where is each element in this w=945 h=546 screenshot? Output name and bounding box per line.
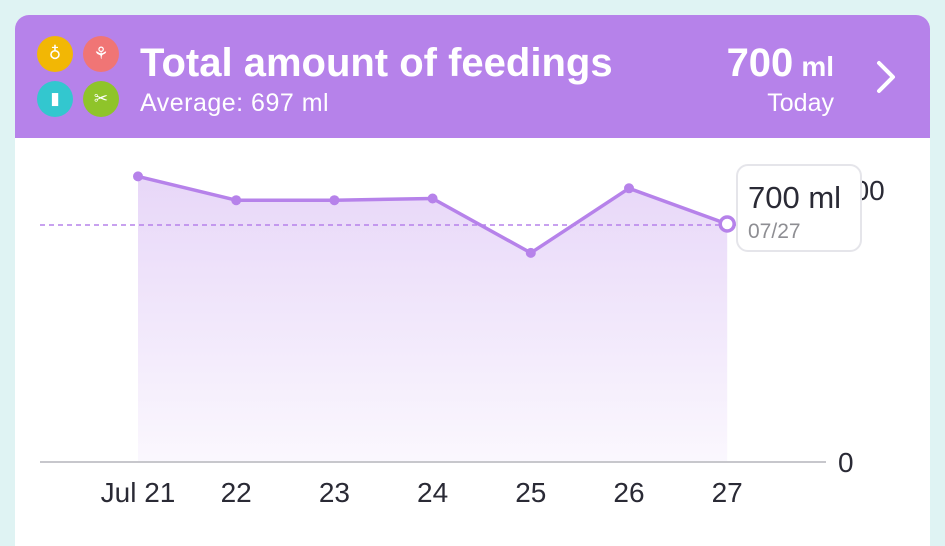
solids-icon: ✂ [83,81,119,117]
data-point [427,193,438,204]
average-label: Average: 697 ml [140,89,330,117]
series-area [138,176,728,462]
card-title: Total amount of feedings [140,41,613,85]
data-point [525,247,536,258]
x-tick-label: 25 [515,477,546,508]
today-total-number: 700 [726,41,794,85]
tooltip-value: 700 ml [748,180,842,215]
data-point [231,195,242,206]
x-tick-label: 27 [712,477,743,508]
pump-icon: ▮ [37,81,73,117]
breastfeeding-icon: ⚘ [83,36,119,72]
today-total: 700 ml [727,41,834,86]
period-label: Today [767,89,834,117]
y-tick-label: 0 [838,447,854,478]
x-tick-label: 24 [417,477,448,508]
data-point-selected [718,215,736,233]
x-tick-label: 26 [613,477,644,508]
x-tick-label: 22 [221,477,252,508]
bottle-icon: ♁ [37,36,73,72]
data-point [329,195,340,206]
card-header[interactable]: ♁ ⚘ ▮ ✂ Total amount of feedings Average… [15,15,930,138]
chevron-right-icon[interactable] [866,57,906,97]
x-tick-label: Jul 21 [101,477,176,508]
data-point [133,171,143,182]
tooltip-date: 07/27 [748,220,801,243]
value-tooltip: 700 ml 07/27 [736,164,862,252]
x-tick-label: 23 [319,477,350,508]
data-point [624,183,634,194]
today-total-unit: ml [801,51,834,82]
